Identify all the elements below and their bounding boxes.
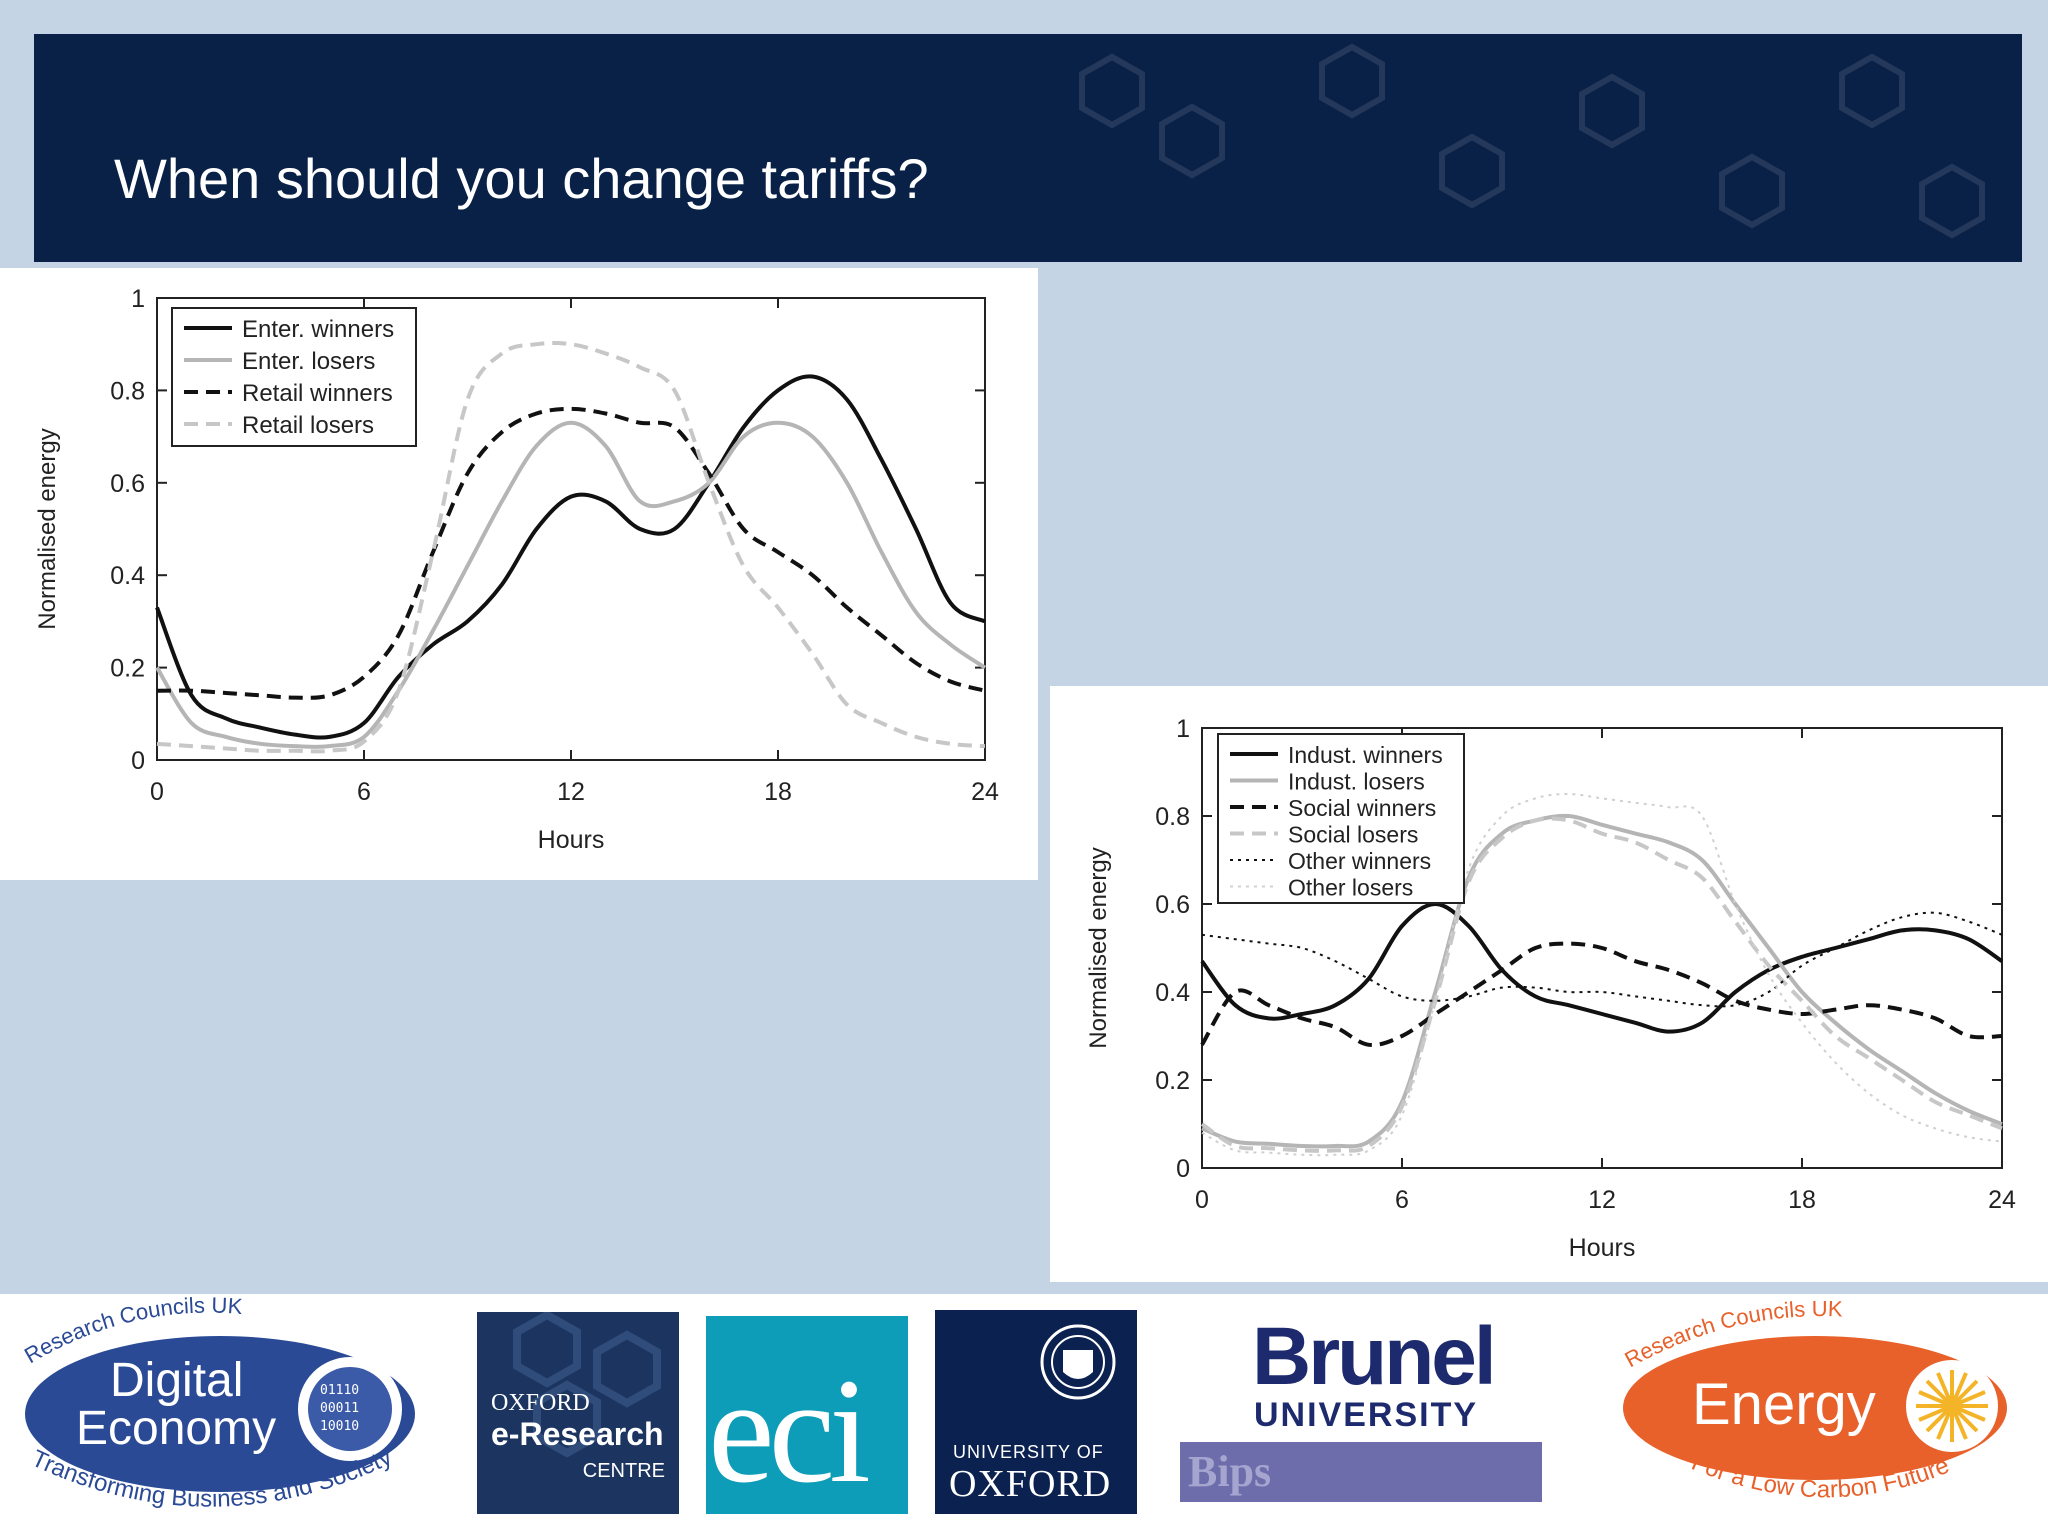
x-tick-label: 0 xyxy=(1195,1186,1209,1214)
hexagon-pattern xyxy=(1079,43,1985,239)
series-line xyxy=(1201,911,2003,1008)
x-tick-label: 24 xyxy=(1988,1186,2016,1214)
chart-panel-industrial: 0 6 12 18 24 0 0.2 0.4 0.6 0.8 1 Hours Normalised en… xyxy=(1050,686,2048,1282)
chart-commercial: 0 6 12 18 24 0 0.2 0.4 0.6 0.8 1 Hours Normalised en… xyxy=(34,285,999,854)
x-tick-label: 6 xyxy=(1395,1186,1409,1214)
legend-label: Social losers xyxy=(1288,822,1418,848)
eci-logo: eci xyxy=(706,1316,908,1514)
x-tick-label: 18 xyxy=(1788,1186,1816,1214)
x-axis-label: Hours xyxy=(1569,1234,1636,1262)
y-tick-label: 0.6 xyxy=(110,470,145,498)
oerc-line3: CENTRE xyxy=(582,1460,665,1482)
y-tick-label: 1 xyxy=(1176,715,1190,743)
y-tick-label: 0 xyxy=(131,747,145,775)
x-tick-label: 12 xyxy=(557,778,585,806)
legend-label: Enter. winners xyxy=(242,316,394,343)
digital-economy-logo: 01110 00011 10010 Digital Economy Resear… xyxy=(20,1294,415,1513)
chart-industrial: 0 6 12 18 24 0 0.2 0.4 0.6 0.8 1 Hours Normalised en… xyxy=(1085,715,2016,1262)
series-line xyxy=(1201,792,2003,1157)
slide-title: When should you change tariffs? xyxy=(114,147,929,210)
brunel-line2: UNIVERSITY xyxy=(1254,1396,1479,1434)
x-tick-label: 18 xyxy=(764,778,792,806)
y-tick-label: 1 xyxy=(131,285,145,313)
binary-pattern: 00011 xyxy=(320,1401,359,1416)
series-line xyxy=(1200,941,2003,1048)
bips-text: Bips xyxy=(1188,1447,1272,1496)
digital-text: Digital xyxy=(110,1354,243,1407)
slide-header: When should you change tariffs? xyxy=(34,34,2022,262)
y-tick-label: 0.2 xyxy=(110,655,145,683)
oxford-line2: OXFORD xyxy=(949,1463,1112,1505)
oerc-logo: OXFORD e-Research CENTRE xyxy=(477,1312,679,1514)
logo-footer: 01110 00011 10010 Digital Economy Resear… xyxy=(0,1294,2048,1536)
y-axis-label: Normalised energy xyxy=(1085,847,1112,1048)
binary-pattern: 10010 xyxy=(320,1419,359,1434)
x-tick-label: 6 xyxy=(357,778,371,806)
legend-label: Other winners xyxy=(1288,848,1431,874)
hexagon-pattern xyxy=(513,1312,661,1458)
x-axis-label: Hours xyxy=(538,826,605,854)
series-line xyxy=(155,420,987,749)
legend-label: Indust. losers xyxy=(1288,769,1425,795)
y-tick-label: 0.8 xyxy=(1155,803,1190,831)
legend-label: Social winners xyxy=(1288,795,1436,821)
y-tick-label: 0.2 xyxy=(1155,1067,1190,1095)
y-tick-label: 0.4 xyxy=(1155,979,1190,1007)
series-line xyxy=(155,374,986,740)
oerc-line1: OXFORD xyxy=(491,1390,590,1416)
series-line xyxy=(1200,816,2003,1153)
y-tick-label: 0.4 xyxy=(110,562,145,590)
brunel-logo: Brunel UNIVERSITY Bips xyxy=(1180,1310,1560,1520)
y-tick-label: 0.8 xyxy=(110,377,145,405)
oxford-logo: UNIVERSITY OF OXFORD xyxy=(935,1310,1137,1514)
energy-text: Energy xyxy=(1692,1372,1876,1437)
sun-icon xyxy=(1916,1370,1988,1442)
rcuk-energy-logo: Energy Research Councils UK For a Low Ca… xyxy=(1621,1296,2007,1503)
economy-text: Economy xyxy=(76,1402,276,1455)
y-tick-label: 0 xyxy=(1176,1155,1190,1183)
oxford-line1: UNIVERSITY OF xyxy=(953,1442,1104,1462)
y-axis-label: Normalised energy xyxy=(34,428,61,629)
series-line xyxy=(1201,813,2003,1149)
brunel-line1: Brunel xyxy=(1252,1311,1497,1402)
legend-box xyxy=(1217,733,1465,904)
series-line xyxy=(1200,901,2004,1034)
bips-banner: Bips xyxy=(1180,1442,1542,1502)
oxford-crest-icon xyxy=(1040,1324,1116,1400)
binary-pattern: 01110 xyxy=(320,1383,359,1398)
x-tick-label: 24 xyxy=(971,778,999,806)
y-tick-label: 0.6 xyxy=(1155,891,1190,919)
legend-label: Retail losers xyxy=(242,412,374,439)
x-tick-label: 0 xyxy=(150,778,164,806)
x-tick-label: 12 xyxy=(1588,1186,1616,1214)
chart-panel-commercial: 0 6 12 18 24 0 0.2 0.4 0.6 0.8 1 Hours Normalised en… xyxy=(0,268,1038,880)
oerc-line2: e-Research xyxy=(491,1416,664,1452)
series-line xyxy=(156,406,986,700)
eci-text: eci xyxy=(708,1348,871,1514)
legend-label: Other losers xyxy=(1288,875,1413,901)
legend-label: Indust. winners xyxy=(1288,742,1443,768)
legend-label: Enter. losers xyxy=(242,348,375,375)
legend-label: Retail winners xyxy=(242,380,393,407)
series-line xyxy=(156,341,986,754)
